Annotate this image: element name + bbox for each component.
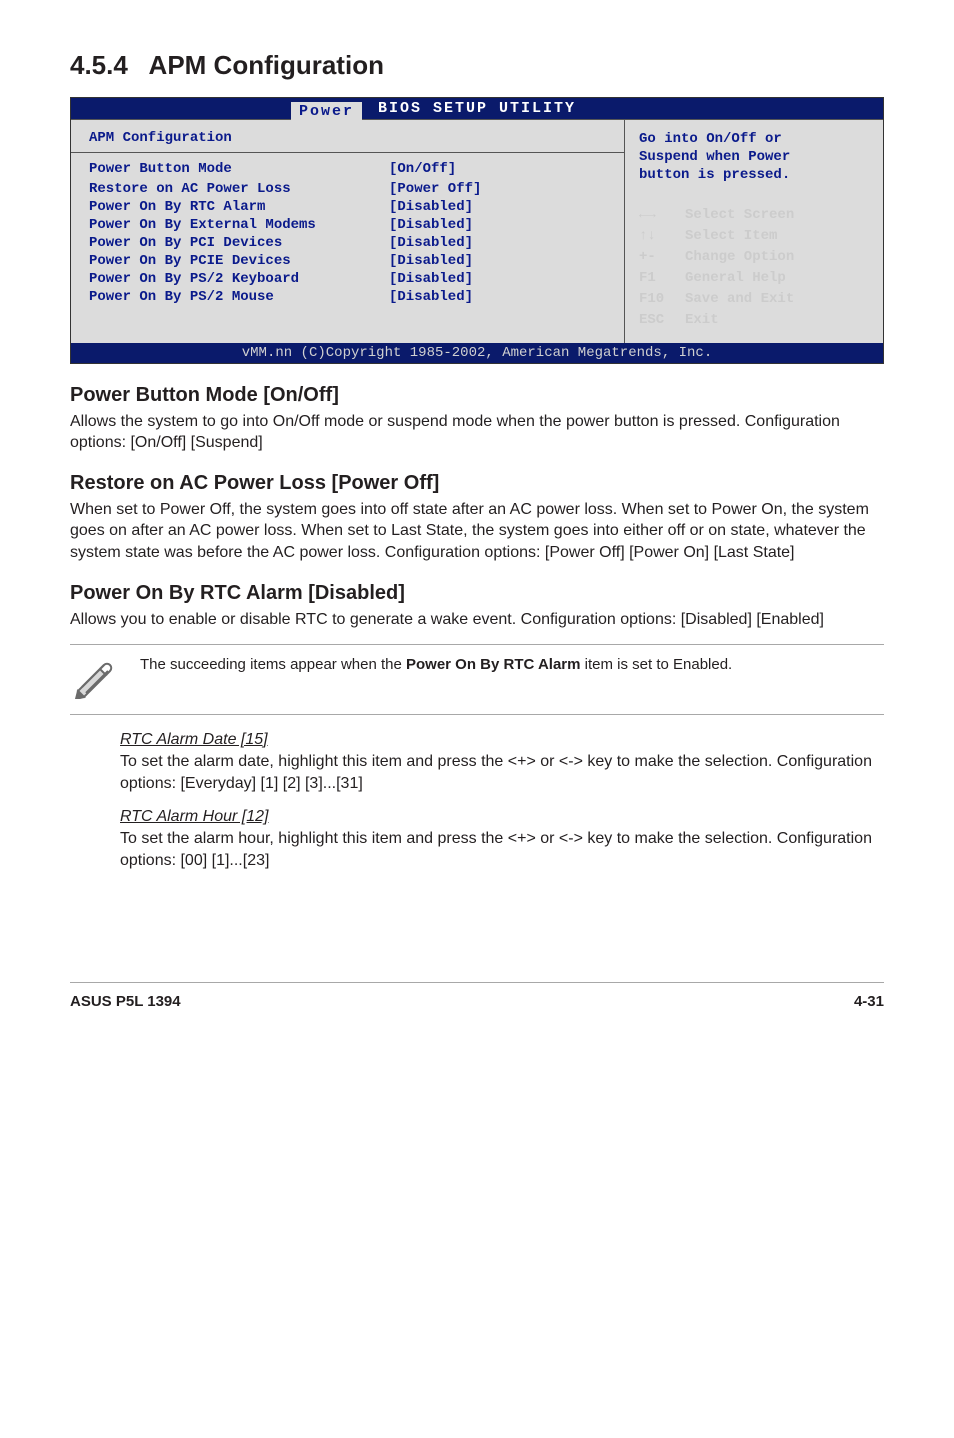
bios-nav-key: ←→: [639, 205, 685, 226]
page-footer-right: 4-31: [854, 993, 884, 1010]
subsection-title: Restore on AC Power Loss [Power Off]: [70, 472, 884, 495]
bios-nav-line: +-Change Option: [639, 247, 869, 268]
bios-config-row[interactable]: Power On By PCI Devices[Disabled]: [89, 235, 606, 251]
bios-nav-line: F10Save and Exit: [639, 289, 869, 310]
bios-nav-action: Change Option: [685, 247, 794, 268]
bios-nav-line: ←→Select Screen: [639, 205, 869, 226]
section-title-text: APM Configuration: [149, 50, 384, 80]
bios-nav-key: F10: [639, 289, 685, 310]
bios-config-row[interactable]: Restore on AC Power Loss[Power Off]: [89, 181, 606, 197]
bios-config-row[interactable]: Power On By External Modems[Disabled]: [89, 217, 606, 233]
bios-header-title: BIOS SETUP UTILITY: [378, 100, 576, 117]
bios-row-value: [Disabled]: [389, 289, 473, 305]
bios-config-row[interactable]: Power On By PS/2 Mouse[Disabled]: [89, 289, 606, 305]
bios-left-title: APM Configuration: [89, 130, 606, 146]
note-text-after: item is set to Enabled.: [580, 656, 732, 673]
bios-config-row[interactable]: Power On By PCIE Devices[Disabled]: [89, 253, 606, 269]
bios-row-label: Power Button Mode: [89, 161, 389, 177]
rtc-item-title: RTC Alarm Hour [12]: [120, 808, 884, 826]
section-heading: 4.5.4 APM Configuration: [70, 50, 884, 81]
bios-left-panel: APM Configuration Power Button Mode[On/O…: [71, 119, 625, 343]
bios-row-label: Power On By PS/2 Keyboard: [89, 271, 389, 287]
bios-nav-line: F1General Help: [639, 268, 869, 289]
bios-nav-key: ↑↓: [639, 226, 685, 247]
bios-config-row[interactable]: Power Button Mode[On/Off]: [89, 161, 606, 177]
bios-nav-action: Select Screen: [685, 205, 794, 226]
bios-row-label: Restore on AC Power Loss: [89, 181, 389, 197]
page-footer: ASUS P5L 1394 4-31: [70, 982, 884, 1010]
rtc-item-block: RTC Alarm Date [15] To set the alarm date…: [120, 731, 884, 794]
pencil-icon: [70, 653, 140, 704]
bios-nav-key: +-: [639, 247, 685, 268]
bios-nav-action: Save and Exit: [685, 289, 794, 310]
section-number: 4.5.4: [70, 50, 128, 80]
note-text: The succeeding items appear when the Pow…: [140, 653, 732, 675]
bios-config-row[interactable]: Power On By RTC Alarm[Disabled]: [89, 199, 606, 215]
bios-row-value: [Disabled]: [389, 253, 473, 269]
bios-nav-line: ↑↓Select Item: [639, 226, 869, 247]
page-footer-left: ASUS P5L 1394: [70, 993, 181, 1010]
bios-row-value: [Disabled]: [389, 199, 473, 215]
bios-right-panel: Go into On/Off or Suspend when Power but…: [625, 119, 883, 343]
note-block: The succeeding items appear when the Pow…: [70, 644, 884, 715]
rtc-item-text: To set the alarm date, highlight this it…: [120, 751, 884, 794]
bios-help-line: Go into On/Off or: [639, 130, 869, 148]
bios-row-label: Power On By PCI Devices: [89, 235, 389, 251]
subsection-text: Allows the system to go into On/Off mode…: [70, 411, 884, 454]
bios-row-label: Power On By PS/2 Mouse: [89, 289, 389, 305]
bios-header: BIOS SETUP UTILITY Power: [71, 98, 883, 119]
bios-row-label: Power On By PCIE Devices: [89, 253, 389, 269]
bios-nav-key: F1: [639, 268, 685, 289]
bios-config-row[interactable]: Power On By PS/2 Keyboard[Disabled]: [89, 271, 606, 287]
subsection-text: When set to Power Off, the system goes i…: [70, 499, 884, 564]
bios-row-value: [On/Off]: [389, 161, 456, 177]
note-text-before: The succeeding items appear when the: [140, 656, 406, 673]
bios-row-value: [Disabled]: [389, 217, 473, 233]
bios-row-value: [Disabled]: [389, 235, 473, 251]
bios-tab[interactable]: Power: [291, 102, 362, 120]
subsection-text: Allows you to enable or disable RTC to g…: [70, 609, 884, 631]
rtc-item-title: RTC Alarm Date [15]: [120, 731, 884, 749]
bios-help-text: Go into On/Off or Suspend when Power but…: [639, 130, 869, 185]
bios-nav-line: ESCExit: [639, 310, 869, 331]
bios-footer: vMM.nn (C)Copyright 1985-2002, American …: [71, 343, 883, 363]
bios-nav-key: ESC: [639, 310, 685, 331]
bios-help-line: Suspend when Power: [639, 148, 869, 166]
bios-nav-action: General Help: [685, 268, 786, 289]
bios-row-label: Power On By External Modems: [89, 217, 389, 233]
bios-row-value: [Power Off]: [389, 181, 481, 197]
note-text-bold: Power On By RTC Alarm: [406, 656, 580, 673]
bios-nav-action: Select Item: [685, 226, 777, 247]
bios-row-value: [Disabled]: [389, 271, 473, 287]
bios-help-line: button is pressed.: [639, 166, 869, 184]
subsection-title: Power Button Mode [On/Off]: [70, 384, 884, 407]
subsection-title: Power On By RTC Alarm [Disabled]: [70, 582, 884, 605]
bios-window: BIOS SETUP UTILITY Power APM Configurati…: [70, 97, 884, 364]
bios-nav-action: Exit: [685, 310, 719, 331]
rtc-item-block: RTC Alarm Hour [12] To set the alarm hour…: [120, 808, 884, 871]
bios-row-label: Power On By RTC Alarm: [89, 199, 389, 215]
bios-nav-block: ←→Select Screen↑↓Select Item+-Change Opt…: [639, 205, 869, 331]
rtc-item-text: To set the alarm hour, highlight this it…: [120, 828, 884, 871]
